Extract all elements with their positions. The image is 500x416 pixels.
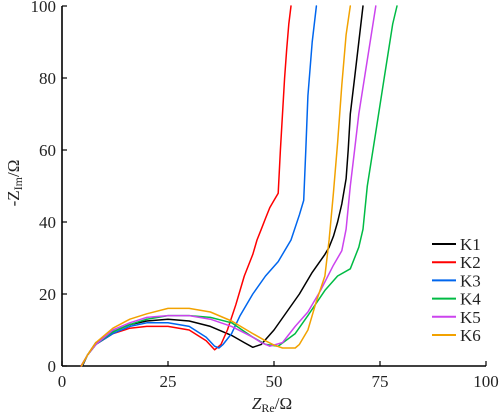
series-line-k1 (81, 5, 364, 367)
x-axis-label: ZRe/Ω (252, 394, 292, 415)
x-tick-label: 50 (266, 372, 283, 391)
y-tick-label: 80 (39, 69, 56, 88)
x-tick-label: 75 (372, 372, 389, 391)
legend-label-k4: K4 (460, 290, 481, 309)
y-tick-label: 100 (31, 0, 57, 16)
y-tick-label: 40 (39, 213, 56, 232)
y-axis-label-prefix: -Z (4, 190, 23, 206)
plot-frame (61, 6, 486, 367)
y-tick-label: 0 (48, 357, 57, 376)
x-tick-label: 25 (160, 372, 177, 391)
x-axis-label-sub: Re (261, 401, 274, 415)
legend-label-k6: K6 (460, 326, 481, 345)
y-tick-label: 20 (39, 285, 56, 304)
y-axis-label-sub: Im (11, 176, 25, 190)
x-axis-label-unit: /Ω (275, 394, 292, 413)
x-axis-label-main: Z (252, 394, 262, 413)
x-tick-label: 100 (473, 372, 499, 391)
legend-label-k5: K5 (460, 308, 481, 327)
legend-label-k2: K2 (460, 253, 481, 272)
y-axis-label-unit: /Ω (4, 160, 23, 177)
legend-label-k1: K1 (460, 235, 481, 254)
y-axis-ticks: 0 20 40 60 80 100 (31, 0, 67, 376)
series-layer (80, 5, 398, 367)
x-axis-ticks: 0 25 50 75 100 (58, 361, 499, 391)
legend-label-k3: K3 (460, 271, 481, 290)
x-tick-label: 0 (58, 372, 67, 391)
series-line-k3 (81, 5, 318, 367)
y-axis-label: -ZIm/Ω (4, 160, 25, 207)
series-line-k5 (80, 5, 377, 367)
series-line-k2 (80, 5, 292, 367)
series-line-k6 (80, 5, 352, 367)
y-tick-label: 60 (39, 141, 56, 160)
